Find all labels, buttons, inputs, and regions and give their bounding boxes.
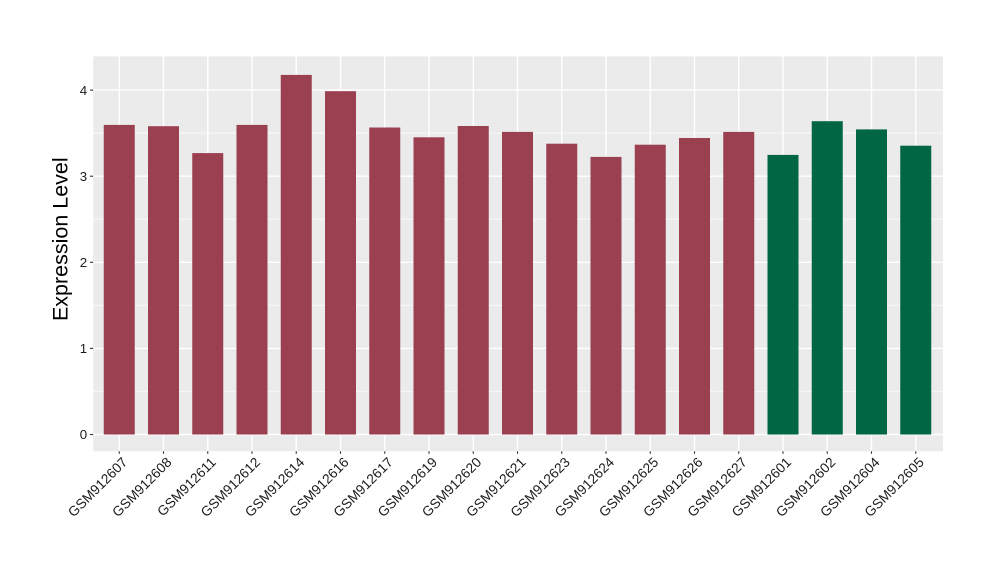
svg-text:4: 4 [80,83,87,98]
svg-text:3: 3 [80,169,87,184]
svg-text:Expression Level: Expression Level [48,157,72,321]
svg-text:0: 0 [80,427,87,442]
svg-text:1: 1 [80,341,87,356]
svg-text:2: 2 [80,255,87,270]
